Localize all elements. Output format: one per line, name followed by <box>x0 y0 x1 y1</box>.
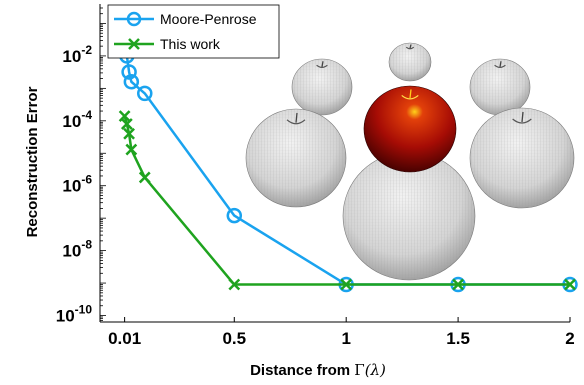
top-apple <box>388 42 432 82</box>
data-point <box>120 118 133 130</box>
x-tick-label: 1 <box>341 329 350 348</box>
x-tick-label: 0.5 <box>222 329 246 348</box>
data-point <box>118 110 131 122</box>
data-point <box>123 73 140 90</box>
x-tick-label: 1.5 <box>446 329 470 348</box>
data-point <box>138 171 151 184</box>
legend-label-moore-penrose: Moore-Penrose <box>160 11 257 27</box>
data-point <box>564 278 576 291</box>
data-point <box>121 64 137 80</box>
y-axis-title: Reconstruction Error <box>24 86 41 237</box>
y-tick-label: 10-4 <box>62 108 92 131</box>
bottom-apple <box>342 151 476 281</box>
data-point <box>137 85 153 102</box>
x-axis-ticks: 0.01 0.5 1 1.5 2 <box>108 317 575 348</box>
data-point <box>340 278 353 291</box>
right-apple <box>469 107 575 209</box>
apple-spheres-inset <box>245 42 575 281</box>
legend-x-marker <box>128 38 140 50</box>
legend: Moore-Penrose This work <box>107 4 280 59</box>
data-point <box>452 278 464 291</box>
legend-label-this-work: This work <box>160 36 221 52</box>
y-tick-label: 10-6 <box>62 173 92 196</box>
data-point <box>123 127 135 140</box>
left-apple <box>245 108 347 208</box>
y-tick-label: 10-8 <box>62 238 92 261</box>
legend-circle-marker <box>126 11 142 27</box>
series-layer <box>116 35 578 293</box>
data-point <box>125 143 138 156</box>
y-axis-ticks: 10-10 10-8 10-6 10-4 10-2 <box>56 7 106 326</box>
x-tick-label: 0.01 <box>108 329 141 348</box>
x-axis-title: Distance from Γ(λ) <box>250 361 386 379</box>
legend-entry-this-work: This work <box>114 36 221 52</box>
y-tick-label: 10-10 <box>56 303 93 326</box>
center-apple <box>363 85 457 173</box>
x-tick-label: 2 <box>565 329 574 348</box>
series-this-work <box>118 110 576 291</box>
small-left-apple <box>291 58 353 116</box>
data-point <box>226 207 243 224</box>
data-point <box>228 278 241 291</box>
small-right-apple <box>469 58 531 116</box>
legend-entry-moore-penrose: Moore-Penrose <box>114 11 257 27</box>
y-tick-label: 10-2 <box>62 43 92 66</box>
